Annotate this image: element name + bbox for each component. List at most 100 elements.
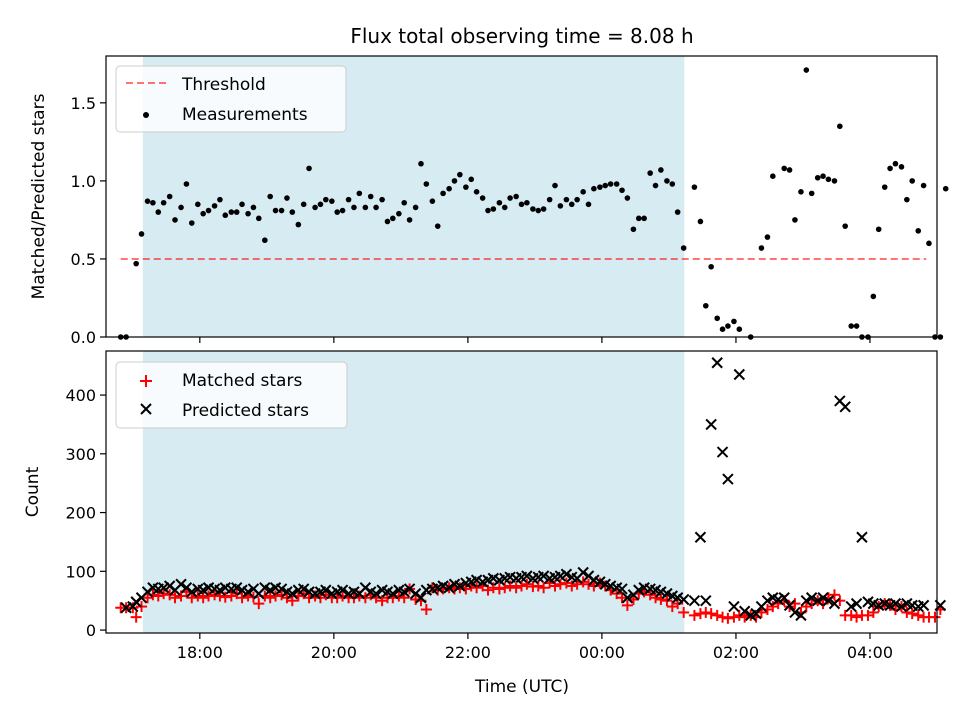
bottom-panel-x-ticks: 18:00 20:00 22:00 00:00 02:00 04:00 [177,633,893,662]
measurement-point [183,181,190,187]
measurement-point [217,196,223,203]
measurement-point [451,178,458,184]
matched-star-point [510,582,522,594]
measurement-point [222,212,229,219]
matched-star-point [554,578,566,590]
predicted-star-point [828,597,841,610]
legend-matched-label: Matched stars [182,371,302,391]
measurement-point [786,167,793,173]
legend-measurements-label: Measurements [182,105,308,125]
predicted-star-point [705,418,717,431]
measurement-point [513,193,519,200]
measurement-point [255,215,262,222]
measurement-point [591,185,597,192]
measurement-point [300,201,307,208]
measurement-point [205,207,212,214]
top-panel-frame [105,55,938,338]
measurement-point [150,199,156,206]
predicted-star-point [722,473,734,485]
matched-star-point [420,604,432,615]
measurement-point [875,226,882,233]
predicted-star-point [537,570,550,582]
measurement-point [664,178,670,184]
predicted-star-point [336,584,349,596]
measurement-point [607,181,614,187]
measurement-point [351,204,357,211]
predicted-star-point [750,607,762,620]
measurement-point [674,209,681,215]
x-tick-label: 02:00 [713,643,759,662]
measurement-point [848,323,855,329]
measurement-point [937,334,944,340]
measurement-point [630,226,637,233]
measurement-point [278,207,285,214]
matched-star-point [722,612,734,624]
measurement-point [898,164,905,170]
measurement-point [837,123,843,130]
matched-star-point [845,609,857,621]
y-tick-label: 200 [65,504,96,523]
predicted-star-point [577,566,589,579]
measurement-point [613,181,620,187]
matched-star-point [588,580,600,592]
measurement-point [501,204,508,211]
measurement-point [250,204,257,211]
measurement-point [406,217,413,223]
measurement-point [485,207,491,214]
measurement-point [530,206,536,212]
measurement-point [329,198,335,204]
matched-star-point [493,583,505,595]
measurement-point [468,176,475,183]
measurement-point [200,210,206,217]
measurement-point [580,189,586,195]
predicted-star-point [761,594,774,607]
matched-star-point [192,590,204,602]
measurement-point [881,184,888,190]
measurement-point [691,184,698,190]
measurement-point [920,182,927,189]
matched-star-point [678,606,690,618]
matched-star-point [717,611,729,623]
measurement-point [401,199,408,206]
y-tick-label: 0 [86,621,96,640]
matched-star-point [705,608,717,620]
matched-star-point [538,582,550,594]
measurement-point [211,203,218,209]
measurement-point [540,206,547,212]
measurement-point [814,174,821,181]
measurement-point [619,187,625,194]
matched-star-point [929,611,941,623]
predicted-star-point [242,586,254,598]
measurement-point [178,204,184,211]
measurement-point [781,165,788,172]
matched-star-point [851,611,863,623]
measurement-point [904,196,910,203]
measurement-point [323,196,329,203]
predicted-stars-points [120,357,947,622]
measurement-point [518,201,525,208]
measurement-point [440,190,446,197]
measurement-point [507,195,513,201]
measurement-point [602,182,609,189]
legend-box [115,65,347,133]
measurement-point [423,181,430,187]
measurement-point [697,218,704,225]
measurement-point [412,204,419,211]
measurement-point [172,217,178,223]
measurement-point [887,165,893,172]
y-tick-label: 400 [65,386,96,405]
bottom-panel-frame [105,350,938,634]
measurement-point [635,215,642,222]
measurement-point [133,260,139,267]
measurement-point [942,185,949,192]
measurement-point [652,182,659,189]
legend-measurements-swatch [143,112,149,118]
measurement-point [166,193,173,200]
top-panel: 0.0 0.5 1.0 1.5 Matched/Predicted stars Thr… [29,55,949,347]
predicted-star-point [320,584,332,596]
measurement-point [831,178,838,184]
measurement-point [379,196,385,203]
predicted-star-point [856,531,868,543]
predicted-star-point [711,357,723,369]
